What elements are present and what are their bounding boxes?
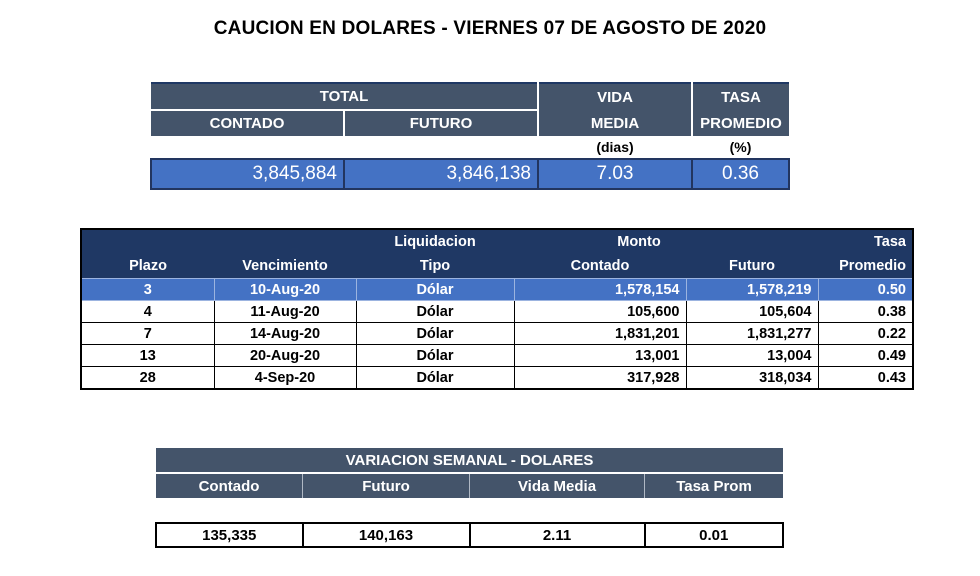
contado-cell: 13,001 [513,344,687,367]
weekly-contado-value: 135,335 [155,522,304,548]
summary-table: TOTAL VIDA TASA CONTADO FUTURO MEDIA PRO… [150,82,790,190]
detail-table: Liquidacion Monto Tasa Plazo Vencimiento… [80,228,914,390]
contado-cell: 105,600 [513,300,687,323]
tasa-cell: 0.38 [817,300,914,323]
tasa-unit: (%) [729,139,752,155]
futuro-cell: 13,004 [685,344,819,367]
contado-header: Contado [514,254,686,279]
weekly-title: VARIACION SEMANAL - DOLARES [156,448,783,474]
page-title: CAUCION EN DOLARES - VIERNES 07 DE AGOST… [213,18,767,39]
total-contado-value: 3,845,884 [150,158,345,190]
vida-media-value: 7.03 [537,158,693,190]
plazo-cell: 28 [80,366,215,390]
table-row[interactable]: 7 14-Aug-20 Dólar 1,831,201 1,831,277 0.… [80,322,914,345]
monto-header: Monto [514,229,818,254]
tasa-promedio-value: 0.36 [691,158,790,190]
plazo-cell: 4 [80,300,215,323]
tasa-cell: 0.50 [817,278,914,301]
plazo-header: Plazo [81,254,214,279]
tasa-cell: 0.49 [817,344,914,367]
tasa-header-1: TASA [692,82,789,110]
total-futuro-value: 3,846,138 [343,158,539,190]
vencimiento-cell: 11-Aug-20 [213,300,357,323]
weekly-futuro-header: Futuro [302,473,470,498]
vencimiento-cell: 20-Aug-20 [213,344,357,367]
plazo-cell: 7 [80,322,215,345]
vida-header-2: MEDIA [538,110,693,136]
tasa-cell: 0.43 [817,366,914,390]
plazo-cell: 13 [80,344,215,367]
futuro-cell: 105,604 [685,300,819,323]
futuro-header: FUTURO [344,110,539,136]
vida-header-1: VIDA [538,82,693,110]
weekly-tasa-header: Tasa Prom [644,473,783,498]
table-row[interactable]: 4 11-Aug-20 Dólar 105,600 105,604 0.38 [80,300,914,323]
table-row[interactable]: 13 20-Aug-20 Dólar 13,001 13,004 0.49 [80,344,914,367]
futuro-header: Futuro [686,254,818,279]
tasa-header-2: PROMEDIO [692,110,789,136]
contado-header: CONTADO [151,110,345,136]
tasa-cell: 0.22 [817,322,914,345]
contado-cell: 1,578,154 [513,278,687,301]
vencimiento-cell: 10-Aug-20 [213,278,357,301]
weekly-variation-table: VARIACION SEMANAL - DOLARES Contado Futu… [155,448,784,548]
weekly-futuro-value: 140,163 [301,522,471,548]
vida-unit: (dias) [596,139,634,155]
promedio-header: Promedio [818,254,913,279]
tipo-cell: Dólar [355,344,515,367]
futuro-cell: 1,831,277 [685,322,819,345]
futuro-cell: 1,578,219 [685,278,819,301]
table-row[interactable]: 28 4-Sep-20 Dólar 317,928 318,034 0.43 [80,366,914,390]
tipo-cell: Dólar [355,366,515,390]
table-row[interactable]: 3 10-Aug-20 Dólar 1,578,154 1,578,219 0.… [80,278,914,301]
plazo-cell: 3 [80,278,215,301]
weekly-contado-header: Contado [156,473,303,498]
weekly-tasa-value: 0.01 [643,522,784,548]
weekly-vida-header: Vida Media [469,473,645,498]
tipo-header: Tipo [356,254,514,279]
tipo-cell: Dólar [355,300,515,323]
tasa-header: Tasa [818,229,913,254]
liquidacion-header: Liquidacion [356,229,514,254]
vencimiento-cell: 14-Aug-20 [213,322,357,345]
tipo-cell: Dólar [355,322,515,345]
vencimiento-cell: 4-Sep-20 [213,366,357,390]
vencimiento-header: Vencimiento [214,254,356,279]
total-header: TOTAL [151,82,539,111]
contado-cell: 1,831,201 [513,322,687,345]
weekly-vida-value: 2.11 [468,522,646,548]
futuro-cell: 318,034 [685,366,819,390]
tipo-cell: Dólar [355,278,515,301]
contado-cell: 317,928 [513,366,687,390]
